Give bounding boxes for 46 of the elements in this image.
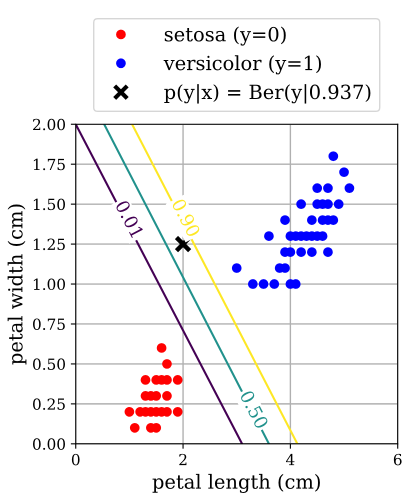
legend-label: versicolor (y=1): [164, 55, 321, 74]
point: [323, 183, 333, 194]
point: [296, 199, 306, 210]
point: [232, 263, 242, 273]
point: [172, 407, 183, 417]
point: [323, 247, 333, 257]
y-tick-label: 2.00: [33, 118, 65, 130]
legend-label: p(y|x) = Ber(y|0.937): [164, 84, 370, 104]
annotation: 0.01: [114, 199, 144, 238]
point: [248, 279, 258, 289]
y-tick-label: 1.00: [34, 278, 65, 290]
y-tick-label: 0.50: [33, 358, 65, 370]
point: [334, 199, 344, 210]
annotation: 0.50: [240, 390, 269, 430]
y-tick-label: 1.75: [34, 158, 65, 170]
point: [312, 183, 322, 194]
y-tick-label: 0.00: [33, 438, 65, 450]
x-axis-title: petal length (cm): [152, 474, 320, 493]
x-tick-label: 2: [179, 454, 186, 466]
point: [140, 375, 150, 385]
point: [156, 343, 166, 353]
point: [339, 167, 349, 178]
point: [258, 279, 268, 289]
y-tick-label: 1.50: [34, 198, 65, 210]
legend-label: setosa (y=0): [164, 26, 286, 46]
point: [296, 247, 306, 257]
point: [162, 359, 172, 369]
point: [124, 407, 134, 417]
point: [306, 215, 317, 225]
y-tick-label: 0.75: [33, 318, 65, 330]
point: [130, 422, 140, 433]
annotation: 0.90: [171, 198, 201, 238]
point: [344, 183, 354, 194]
point: [172, 375, 183, 385]
point: [264, 231, 274, 241]
point: [162, 391, 172, 401]
x-tick-label: 4: [286, 454, 294, 466]
point: [269, 279, 280, 289]
y-axis-title: petal width (cm): [8, 204, 26, 365]
point: [280, 215, 290, 225]
y-tick-label: 1.25: [34, 238, 65, 250]
x-tick-label: 0: [72, 454, 80, 466]
x-tick-label: 6: [394, 454, 402, 466]
point: [328, 151, 338, 162]
y-tick-label: 0.25: [33, 398, 65, 410]
point: [306, 247, 317, 257]
